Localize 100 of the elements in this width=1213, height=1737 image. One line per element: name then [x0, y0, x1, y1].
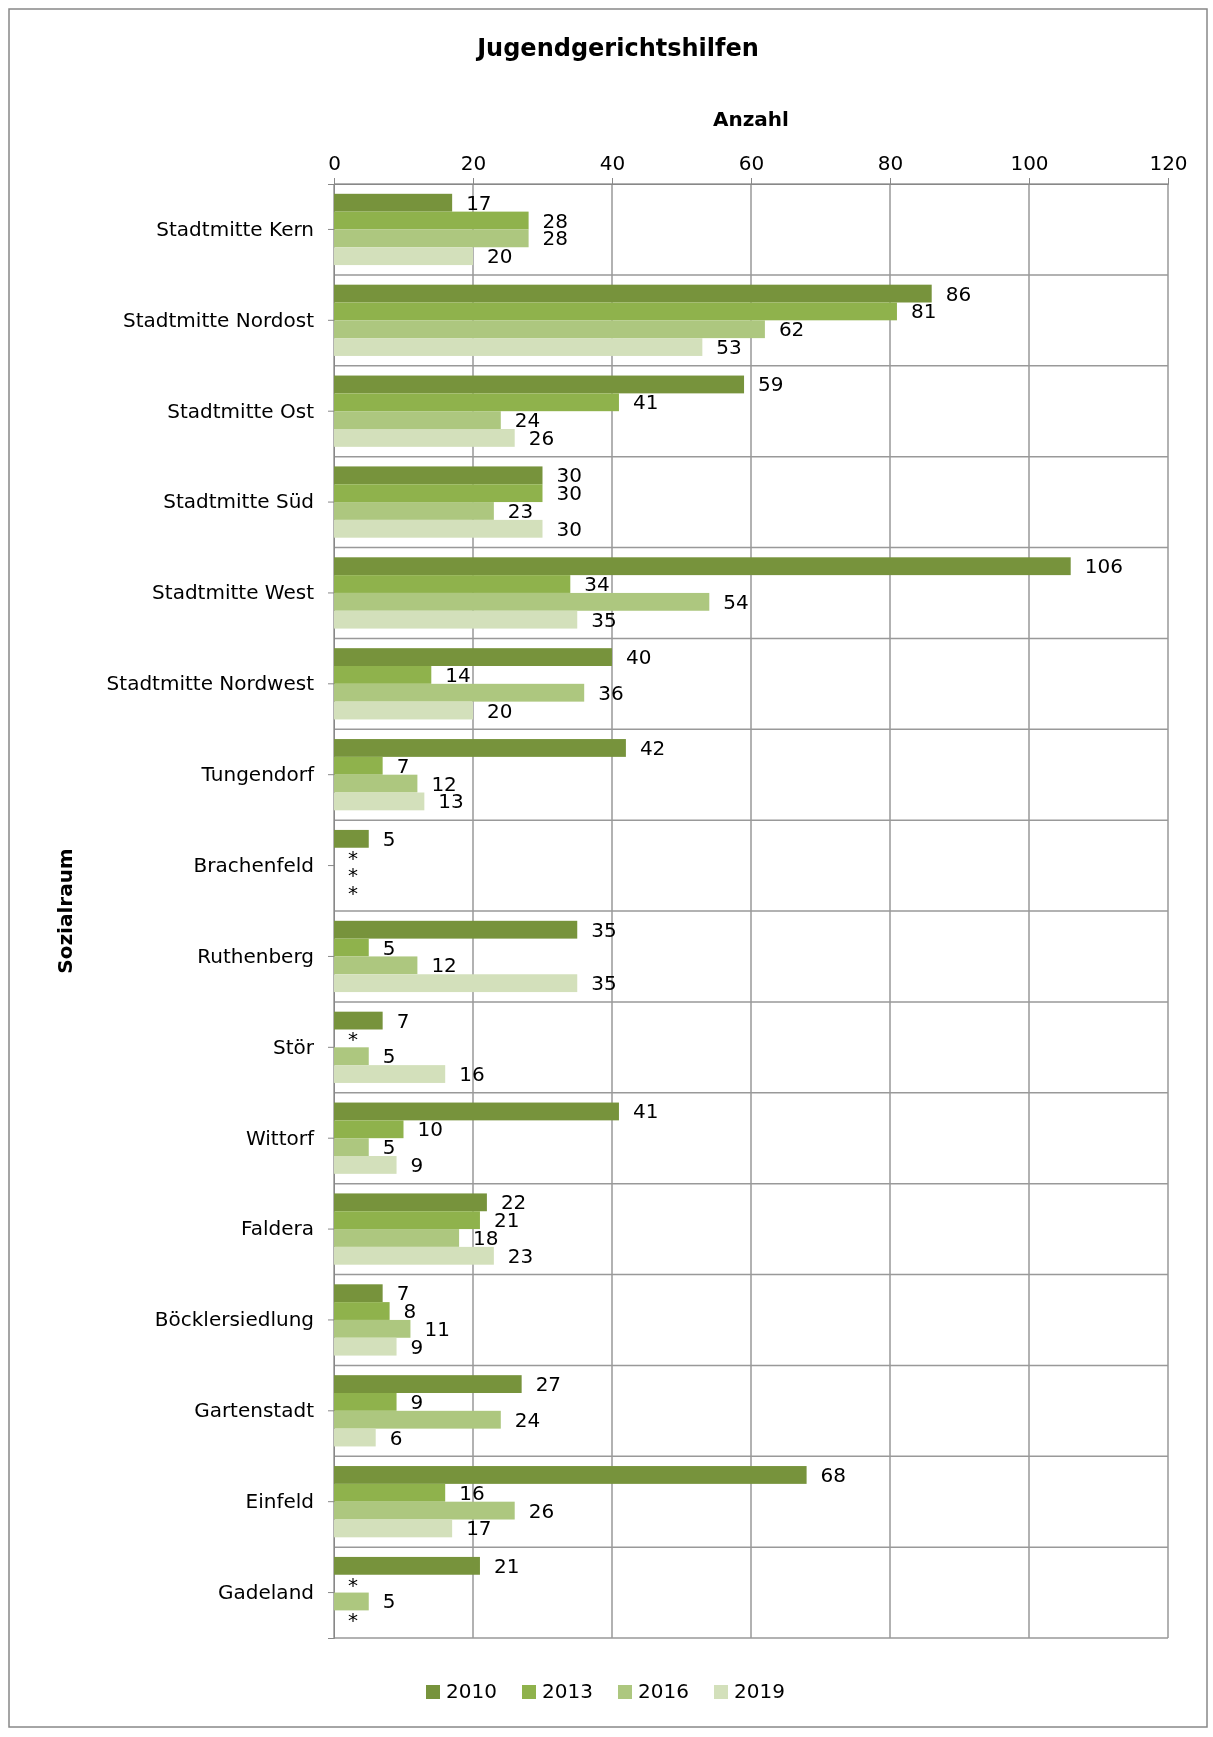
data-label: 23: [507, 1243, 534, 1268]
bar: [334, 1501, 515, 1520]
bar: [334, 284, 932, 303]
y-tick-label: Faldera: [241, 1216, 314, 1241]
y-tick-label: Stadtmitte Ost: [167, 398, 315, 423]
y-tick-label: Stadtmitte Nordost: [123, 307, 315, 332]
bar: [334, 739, 626, 757]
data-label: 59: [758, 372, 784, 397]
x-tick-label: 40: [599, 151, 626, 175]
bar: [334, 1337, 397, 1356]
data-label: 35: [591, 917, 617, 942]
data-label: 5: [382, 1135, 396, 1160]
y-tick-label: Stadtmitte Kern: [156, 216, 314, 241]
data-label: 9: [410, 1389, 424, 1414]
bar: [334, 1011, 383, 1030]
bar: [334, 920, 578, 939]
bar: [334, 193, 453, 212]
bar: [334, 575, 571, 593]
data-label: 5: [382, 1589, 396, 1614]
y-tick-label: Brachenfeld: [193, 852, 314, 877]
data-label: 5: [382, 826, 396, 851]
y-tick-label: Stadtmitte Nordwest: [106, 671, 315, 696]
data-label: 106: [1084, 554, 1123, 579]
bar: [334, 648, 612, 666]
legend-label: 2010: [446, 1679, 497, 1703]
data-label: 86: [945, 281, 972, 306]
bar: [334, 1102, 619, 1121]
data-label: 54: [723, 589, 749, 614]
bar: [334, 411, 501, 430]
data-label: 42: [639, 735, 666, 760]
data-label: 30: [556, 516, 582, 541]
data-label: 36: [598, 680, 624, 705]
bar: [334, 519, 543, 538]
bar: [334, 502, 494, 520]
bar: [334, 683, 585, 702]
data-label: 53: [716, 335, 742, 360]
text: *: [348, 881, 358, 906]
data-label: 9: [410, 1334, 424, 1359]
y-tick-label: Tungendorf: [200, 762, 315, 787]
data-label: 34: [584, 572, 610, 597]
bar: [334, 484, 543, 503]
y-tick-label: Stör: [273, 1034, 315, 1059]
data-label: 41: [632, 390, 659, 415]
data-label: 30: [556, 481, 582, 506]
data-label: 23: [507, 498, 534, 523]
data-label: 9: [410, 1152, 424, 1177]
bar: [334, 1047, 369, 1066]
bar: [334, 1428, 376, 1447]
data-label: 35: [591, 607, 617, 632]
bar: [334, 1120, 404, 1139]
bar: [334, 610, 578, 629]
bar: [334, 1319, 411, 1338]
bar: [334, 375, 745, 394]
data-label: 40: [626, 645, 652, 670]
bar: [334, 829, 369, 848]
y-tick-label: Gadeland: [218, 1579, 314, 1604]
data-label: 20: [487, 698, 513, 723]
data-label: 26: [528, 1498, 555, 1523]
y-tick-label: Wittorf: [245, 1125, 315, 1150]
x-tick-label: 100: [1010, 151, 1049, 175]
y-tick-label: Stadtmitte Süd: [163, 489, 314, 514]
bar: [334, 1065, 446, 1083]
bar: [334, 1156, 397, 1174]
x-tick-label: 20: [460, 151, 487, 175]
bar: [334, 338, 703, 356]
chart-title: Jugendgerichtshilfen: [475, 34, 759, 62]
data-label: 21: [493, 1553, 520, 1578]
bar: [334, 1375, 522, 1393]
bar: [334, 211, 529, 230]
bar: [334, 792, 425, 811]
data-label: 16: [459, 1062, 485, 1087]
x-tick-label: 80: [877, 151, 904, 175]
text: *: [348, 1572, 358, 1597]
bar: [334, 665, 432, 684]
bar: [334, 774, 418, 793]
bar: [334, 1392, 397, 1411]
data-label: 16: [459, 1480, 485, 1505]
data-label: 17: [466, 1516, 492, 1541]
y-axis-title: Sozialraum: [53, 848, 77, 974]
bar: [334, 1193, 487, 1212]
data-label: 6: [389, 1425, 403, 1450]
y-tick-label: Ruthenberg: [197, 943, 314, 968]
bar: [334, 1284, 383, 1303]
bar: [334, 1466, 807, 1484]
bar: [334, 1410, 501, 1429]
y-tick-label: Einfeld: [245, 1489, 314, 1514]
bar: [334, 592, 710, 611]
data-label: 8: [403, 1299, 417, 1324]
data-label: 12: [431, 953, 457, 978]
data-label: 7: [396, 1008, 410, 1033]
bar: [334, 1138, 369, 1157]
bar: [334, 302, 897, 321]
data-label: 20: [487, 244, 513, 269]
legend-label: 2013: [542, 1679, 593, 1703]
data-label: 35: [591, 971, 617, 996]
data-label: 10: [417, 1117, 443, 1142]
bar: [334, 466, 543, 485]
bar: [334, 229, 529, 248]
x-tick-label: 120: [1149, 151, 1188, 175]
bar: [334, 429, 515, 447]
